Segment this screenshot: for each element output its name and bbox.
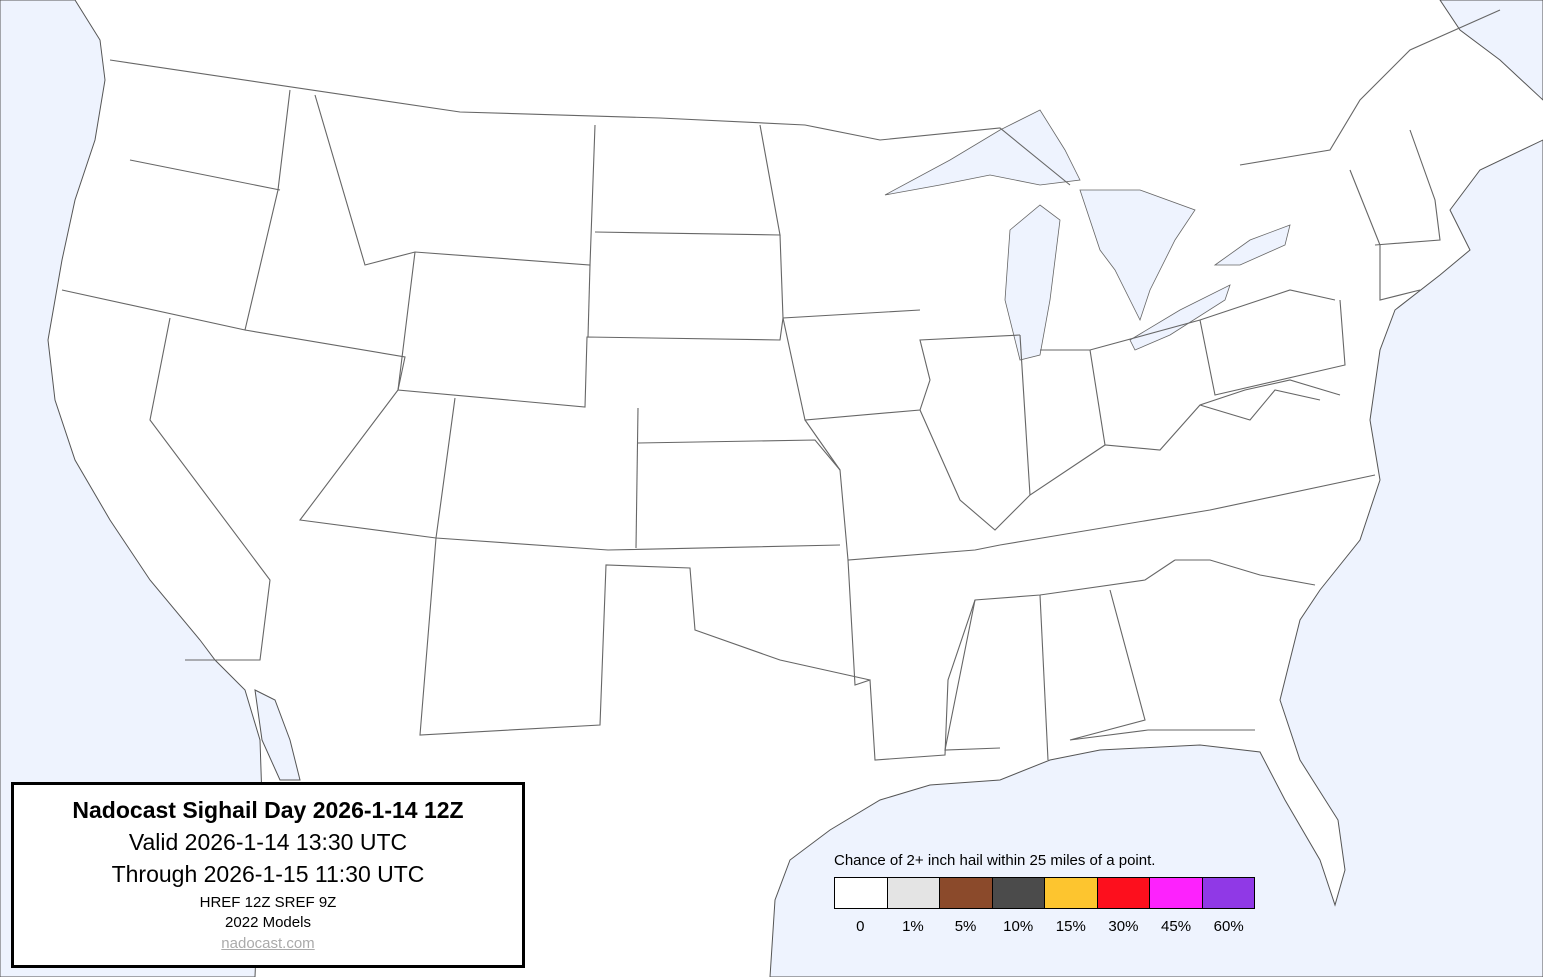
legend-label: 5% (954, 918, 977, 935)
legend-swatch (992, 878, 1045, 908)
lake-erie (1129, 284, 1231, 351)
legend-label: 60% (1213, 918, 1244, 935)
valid-time: Valid 2026-1-14 13:30 UTC (128, 829, 408, 855)
legend-label: 10% (1003, 918, 1034, 935)
model-runs: HREF 12Z SREF 9Z (199, 894, 337, 911)
legend-label: 30% (1108, 918, 1139, 935)
through-time: Through 2026-1-15 11:30 UTC (111, 861, 425, 887)
legend: Chance of 2+ inch hail within 25 miles o… (834, 852, 1255, 935)
title-box: Nadocast Sighail Day 2026-1-14 12Z Valid… (11, 782, 525, 968)
legend-label: 1% (902, 918, 924, 935)
model-version: 2022 Models (225, 914, 311, 931)
hudson-bay-area-water (1439, 0, 1543, 101)
state-borders (61, 9, 1501, 761)
legend-swatch (940, 878, 993, 908)
map-title: Nadocast Sighail Day 2026-1-14 12Z (72, 797, 464, 823)
legend-swatch (887, 878, 940, 908)
legend-swatch (1150, 878, 1203, 908)
site-link[interactable]: nadocast.com (221, 935, 315, 952)
legend-swatch (1202, 878, 1254, 908)
legend-title: Chance of 2+ inch hail within 25 miles o… (834, 852, 1156, 869)
lake-huron (1079, 189, 1196, 322)
gulf-and-atlantic (769, 139, 1543, 977)
legend-label: 0 (856, 918, 865, 935)
gulf-of-california (254, 689, 301, 781)
legend-label: 15% (1055, 918, 1086, 935)
legend-swatch (1045, 878, 1098, 908)
lake-michigan (1004, 204, 1061, 361)
legend-swatch (835, 878, 888, 908)
lake-ontario (1213, 224, 1291, 266)
lake-superior (884, 109, 1081, 196)
legend-swatch (1097, 878, 1150, 908)
legend-labels: 0 1% 5% 10% 15% 30% 45% 60% (834, 918, 1255, 935)
legend-swatches (834, 877, 1255, 909)
legend-label: 45% (1161, 918, 1192, 935)
